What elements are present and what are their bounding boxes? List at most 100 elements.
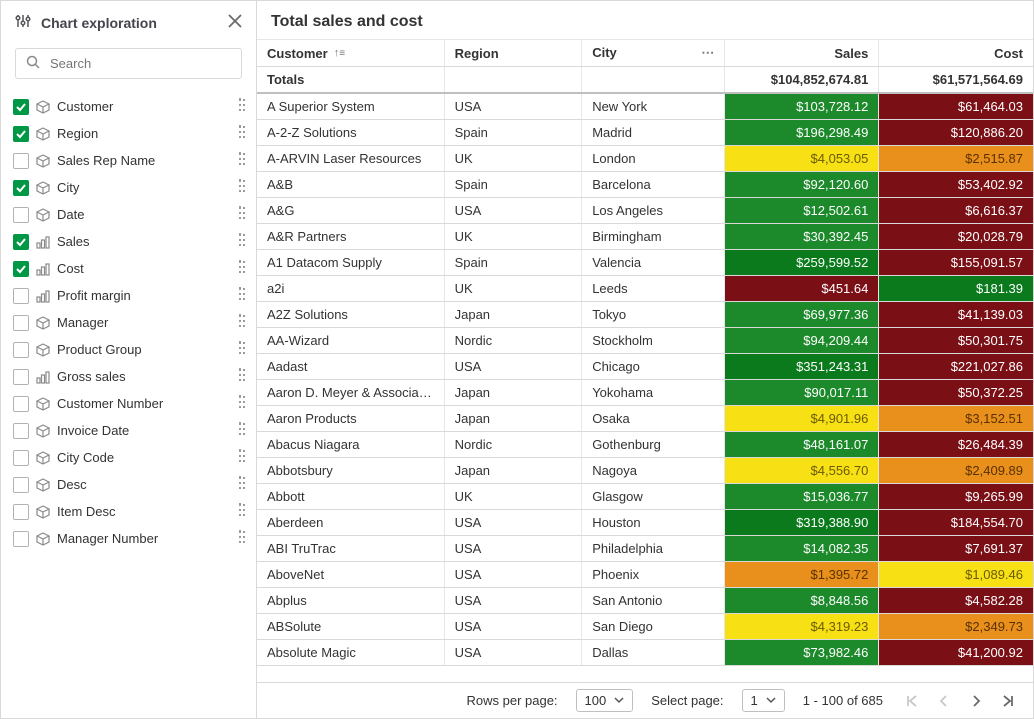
checkbox[interactable] [13,126,29,142]
drag-handle-icon[interactable] [236,260,248,277]
field-item[interactable]: Customer [11,93,250,120]
drag-handle-icon[interactable] [236,395,248,412]
checkbox[interactable] [13,288,29,304]
field-item[interactable]: Sales [11,228,250,255]
table-row[interactable]: A-ARVIN Laser ResourcesUKLondon$4,053.05… [257,146,1033,172]
field-item[interactable]: Desc [11,471,250,498]
drag-handle-icon[interactable] [236,503,248,520]
cell-cost: $184,554.70 [879,510,1033,536]
column-header-sales[interactable]: Sales [725,40,879,67]
pagination-footer: Rows per page: 100 Select page: 1 1 - 10… [257,682,1033,718]
column-menu-icon[interactable]: ⋯ [701,45,714,61]
checkbox[interactable] [13,342,29,358]
drag-handle-icon[interactable] [236,314,248,331]
checkbox[interactable] [13,396,29,412]
cell-city: Gothenburg [582,432,725,458]
table-row[interactable]: A&R PartnersUKBirmingham$30,392.45$20,02… [257,224,1033,250]
drag-handle-icon[interactable] [236,98,248,115]
field-item[interactable]: Profit margin [11,282,250,309]
drag-handle-icon[interactable] [236,449,248,466]
table-row[interactable]: AA-WizardNordicStockholm$94,209.44$50,30… [257,328,1033,354]
first-page-button[interactable] [901,690,923,712]
drag-handle-icon[interactable] [236,125,248,142]
column-header-customer[interactable]: Customer ↑≡ [257,40,444,67]
table-row[interactable]: AboveNetUSAPhoenix$1,395.72$1,089.46 [257,562,1033,588]
table-row[interactable]: AbplusUSASan Antonio$8,848.56$4,582.28 [257,588,1033,614]
drag-handle-icon[interactable] [236,179,248,196]
cell-city: Philadelphia [582,536,725,562]
drag-handle-icon[interactable] [236,422,248,439]
drag-handle-icon[interactable] [236,368,248,385]
field-item[interactable]: Item Desc [11,498,250,525]
table-row[interactable]: A&GUSALos Angeles$12,502.61$6,616.37 [257,198,1033,224]
table-row[interactable]: AberdeenUSAHouston$319,388.90$184,554.70 [257,510,1033,536]
checkbox[interactable] [13,207,29,223]
drag-handle-icon[interactable] [236,476,248,493]
table-row[interactable]: Absolute MagicUSADallas$73,982.46$41,200… [257,640,1033,666]
field-item[interactable]: Product Group [11,336,250,363]
field-item[interactable]: Manager [11,309,250,336]
checkbox[interactable] [13,477,29,493]
field-item[interactable]: City [11,174,250,201]
checkbox[interactable] [13,99,29,115]
table-row[interactable]: AbbottUKGlasgow$15,036.77$9,265.99 [257,484,1033,510]
field-item[interactable]: Invoice Date [11,417,250,444]
column-header-region[interactable]: Region [444,40,582,67]
checkbox[interactable] [13,153,29,169]
rows-per-page-select[interactable]: 100 [576,689,634,712]
cell-region: Spain [444,250,582,276]
field-item[interactable]: City Code [11,444,250,471]
drag-handle-icon[interactable] [236,152,248,169]
cell-cost: $9,265.99 [879,484,1033,510]
table-row[interactable]: A2Z SolutionsJapanTokyo$69,977.36$41,139… [257,302,1033,328]
table-row[interactable]: ABI TruTracUSAPhiladelphia$14,082.35$7,6… [257,536,1033,562]
table-row[interactable]: A1 Datacom SupplySpainValencia$259,599.5… [257,250,1033,276]
drag-handle-icon[interactable] [236,341,248,358]
table-row[interactable]: Aaron ProductsJapanOsaka$4,901.96$3,152.… [257,406,1033,432]
field-item[interactable]: Gross sales [11,363,250,390]
table-row[interactable]: AadastUSAChicago$351,243.31$221,027.86 [257,354,1033,380]
table-row[interactable]: A&BSpainBarcelona$92,120.60$53,402.92 [257,172,1033,198]
table-row[interactable]: AbbotsburyJapanNagoya$4,556.70$2,409.89 [257,458,1033,484]
drag-handle-icon[interactable] [236,206,248,223]
checkbox[interactable] [13,423,29,439]
table-row[interactable]: a2iUKLeeds$451.64$181.39 [257,276,1033,302]
drag-handle-icon[interactable] [236,530,248,547]
dimension-icon [36,208,50,222]
search-field[interactable] [15,48,242,79]
column-header-cost[interactable]: Cost [879,40,1033,67]
cell-city: Barcelona [582,172,725,198]
field-item[interactable]: Sales Rep Name [11,147,250,174]
checkbox[interactable] [13,234,29,250]
checkbox[interactable] [13,450,29,466]
table-row[interactable]: Abacus NiagaraNordicGothenburg$48,161.07… [257,432,1033,458]
search-input[interactable] [48,55,231,72]
select-page-dropdown[interactable]: 1 [742,689,785,712]
table-row[interactable]: Aaron D. Meyer & AssociatesJapanYokohama… [257,380,1033,406]
field-item[interactable]: Date [11,201,250,228]
drag-handle-icon[interactable] [236,287,248,304]
field-item[interactable]: Customer Number [11,390,250,417]
checkbox[interactable] [13,504,29,520]
table-row[interactable]: A-2-Z SolutionsSpainMadrid$196,298.49$12… [257,120,1033,146]
checkbox[interactable] [13,531,29,547]
field-item[interactable]: Region [11,120,250,147]
checkbox[interactable] [13,180,29,196]
checkbox[interactable] [13,369,29,385]
cell-region: Japan [444,406,582,432]
last-page-button[interactable] [997,690,1019,712]
checkbox[interactable] [13,315,29,331]
prev-page-button[interactable] [933,690,955,712]
checkbox[interactable] [13,261,29,277]
column-header-city[interactable]: City ⋯ [582,40,725,67]
table-row[interactable]: A Superior SystemUSANew York$103,728.12$… [257,93,1033,120]
next-page-button[interactable] [965,690,987,712]
cell-cost: $2,515.87 [879,146,1033,172]
field-item[interactable]: Cost [11,255,250,282]
drag-handle-icon[interactable] [236,233,248,250]
close-icon[interactable] [228,14,242,31]
field-item[interactable]: Manager Number [11,525,250,552]
data-table-scroll[interactable]: Customer ↑≡ Region City ⋯ Sales Cost [257,39,1033,682]
cell-sales: $48,161.07 [725,432,879,458]
table-row[interactable]: ABSoluteUSASan Diego$4,319.23$2,349.73 [257,614,1033,640]
